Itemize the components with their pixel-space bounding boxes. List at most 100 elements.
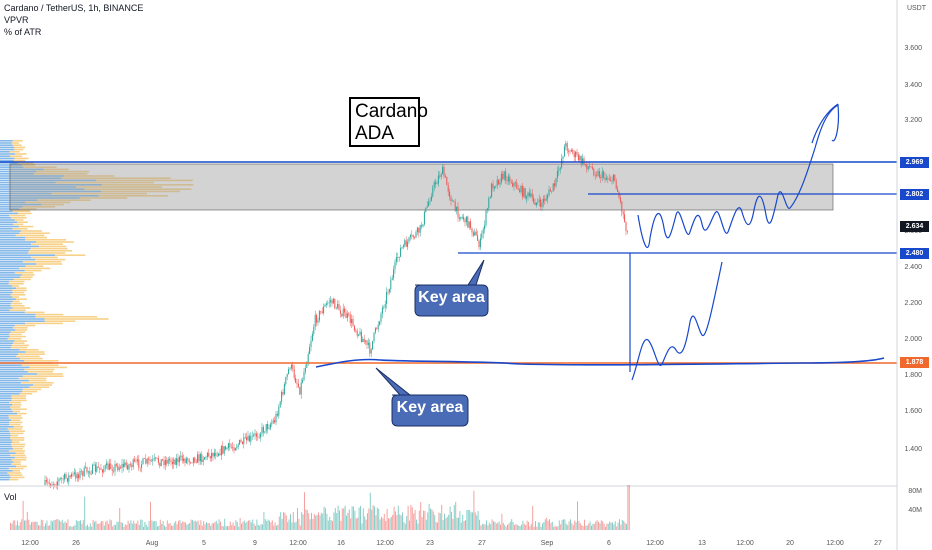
price-tag-1878: 1.878 bbox=[900, 357, 929, 368]
vpvr-bar bbox=[19, 267, 51, 270]
candle-body bbox=[155, 457, 157, 459]
candle-body bbox=[54, 484, 56, 485]
vpvr-bar bbox=[0, 419, 12, 421]
candle-body bbox=[463, 216, 465, 220]
volume-bar bbox=[372, 505, 374, 530]
volume-bar bbox=[245, 522, 247, 530]
candle-body bbox=[429, 200, 431, 202]
candle-body bbox=[290, 364, 292, 369]
candle-body bbox=[352, 318, 354, 326]
vpvr-bar bbox=[0, 142, 12, 144]
volume-bar bbox=[589, 521, 591, 530]
vpvr-bar bbox=[0, 324, 15, 327]
volume-bar bbox=[260, 524, 262, 530]
vpvr-bar bbox=[0, 382, 21, 384]
volume-bar bbox=[323, 506, 325, 530]
volume-bar bbox=[438, 512, 440, 530]
volume-bar bbox=[460, 522, 462, 530]
volume-bar bbox=[70, 526, 72, 530]
volume-bar bbox=[431, 509, 433, 530]
candle-body bbox=[509, 176, 511, 183]
volume-bar bbox=[470, 512, 472, 530]
volume-bar bbox=[18, 525, 20, 530]
vpvr-bar bbox=[0, 168, 44, 171]
candle-body bbox=[250, 436, 252, 442]
vpvr-bar bbox=[20, 276, 33, 278]
candle-body bbox=[491, 183, 493, 198]
volume-bar bbox=[558, 520, 560, 530]
volume-bar bbox=[626, 524, 627, 530]
candle-body bbox=[400, 248, 402, 257]
candle-body bbox=[236, 447, 238, 449]
vpvr-bar bbox=[0, 247, 31, 250]
candle-body bbox=[299, 386, 301, 395]
volume-bar bbox=[418, 510, 420, 530]
volume-bar bbox=[344, 505, 346, 530]
candle-body bbox=[597, 171, 599, 176]
candle-body bbox=[548, 189, 550, 196]
candle-body bbox=[206, 452, 208, 457]
price-tag-2802: 2.802 bbox=[900, 189, 929, 200]
volume-bar bbox=[155, 521, 157, 530]
candle-body bbox=[439, 175, 441, 177]
candle-body bbox=[258, 436, 260, 438]
vpvr-bar bbox=[0, 388, 23, 391]
volume-bar bbox=[550, 523, 552, 530]
vpvr-bar bbox=[0, 386, 30, 388]
vpvr-bar bbox=[0, 232, 20, 234]
symbol-title[interactable]: Cardano / TetherUS, 1h, BINANCE bbox=[4, 3, 144, 13]
vpvr-bar bbox=[12, 289, 27, 292]
time-axis-label: 12:00 bbox=[646, 540, 664, 547]
volume-bar bbox=[333, 512, 335, 530]
candle-body bbox=[267, 423, 269, 430]
candle-body bbox=[55, 484, 57, 486]
volume-bar bbox=[263, 511, 265, 530]
volume-bar bbox=[92, 519, 94, 530]
candle-body bbox=[183, 458, 185, 461]
candle-body bbox=[104, 465, 106, 469]
volume-bar bbox=[495, 523, 497, 530]
volume-bar bbox=[458, 517, 459, 530]
vpvr-bar bbox=[0, 230, 21, 232]
volume-bar bbox=[381, 516, 382, 530]
candle-body bbox=[171, 461, 173, 465]
volume-bar bbox=[211, 523, 213, 530]
vpvr-bar bbox=[17, 221, 28, 223]
indicator-vpvr-label[interactable]: VPVR bbox=[4, 15, 29, 25]
candle-body bbox=[516, 182, 518, 189]
volume-bar bbox=[208, 523, 210, 530]
volume-bar bbox=[571, 523, 573, 530]
vpvr-bar bbox=[0, 454, 11, 457]
candle-body bbox=[292, 364, 294, 369]
candle-body bbox=[222, 446, 224, 454]
volume-bar bbox=[158, 525, 160, 530]
volume-bars bbox=[10, 485, 630, 530]
candle-body bbox=[274, 420, 276, 423]
candle-body bbox=[187, 458, 189, 460]
volume-bar bbox=[136, 523, 137, 530]
vpvr-bar bbox=[0, 417, 9, 419]
volume-bar bbox=[112, 526, 114, 530]
volume-bar bbox=[229, 521, 231, 530]
volume-bar bbox=[54, 519, 56, 530]
volume-bar bbox=[486, 520, 487, 530]
candle-body bbox=[568, 150, 570, 152]
candle-body bbox=[598, 171, 600, 177]
volume-bar bbox=[612, 522, 613, 530]
vpvr-bar bbox=[15, 329, 28, 331]
candle-body bbox=[478, 240, 480, 248]
volume-bar bbox=[110, 520, 112, 530]
volume-bar bbox=[463, 521, 465, 530]
volume-bar bbox=[21, 519, 23, 530]
candle-body bbox=[58, 479, 60, 482]
vpvr-bar bbox=[0, 333, 10, 336]
candle-body bbox=[170, 460, 172, 462]
volume-bar bbox=[75, 520, 77, 530]
candle-body bbox=[372, 340, 374, 350]
indicator-atr-label[interactable]: % of ATR bbox=[4, 27, 42, 37]
vpvr-bar bbox=[0, 373, 38, 375]
vpvr-bar bbox=[101, 190, 181, 193]
volume-bar bbox=[386, 509, 388, 530]
candle-body bbox=[395, 257, 397, 263]
